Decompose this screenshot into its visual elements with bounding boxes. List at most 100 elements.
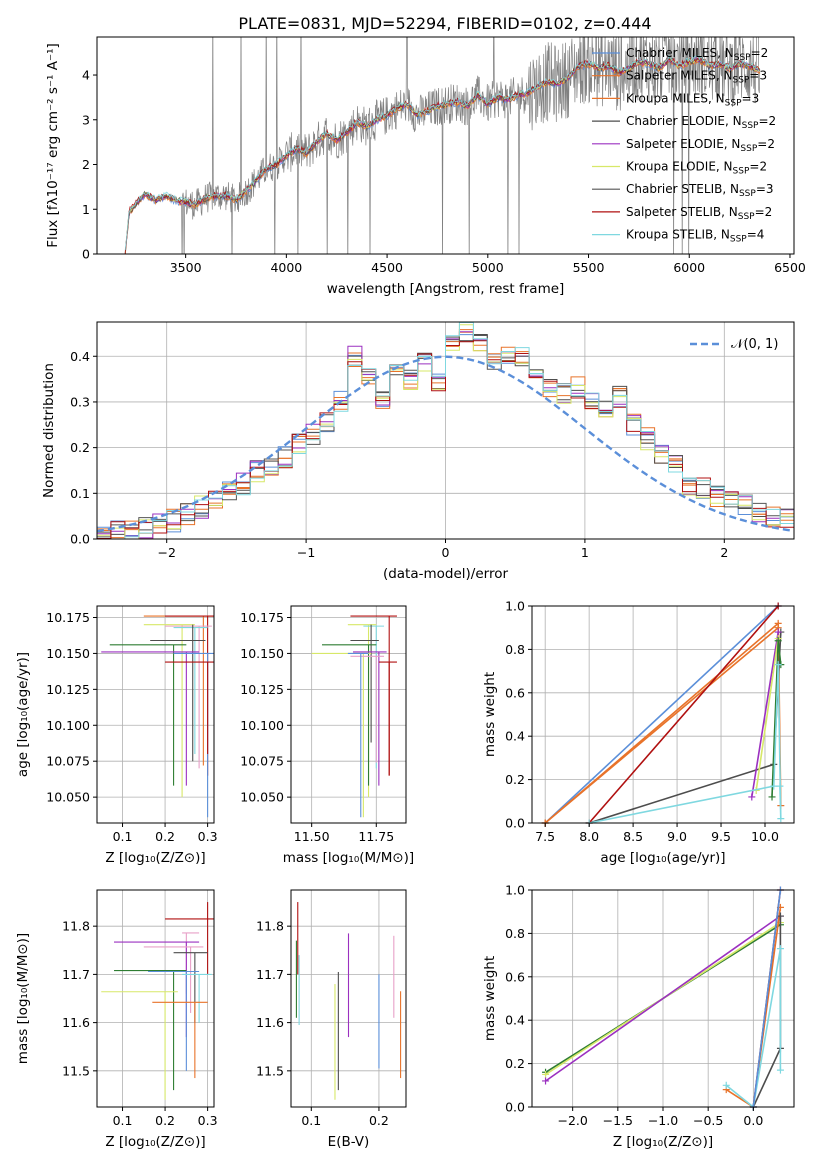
x-tick-label: −2.0	[557, 1113, 587, 1128]
x-tick-label: 9.0	[667, 829, 687, 844]
x-tick-label: 7.5	[535, 829, 555, 844]
x-tick-label: 11.50	[294, 829, 330, 844]
weight-marker	[768, 793, 776, 801]
y-tick-label: 0.4	[505, 729, 525, 744]
x-tick-label: 3500	[170, 260, 202, 275]
x-tick-label: 0.2	[155, 829, 175, 844]
x-tick-label: −0.5	[693, 1113, 723, 1128]
x-tick-label: −1.5	[603, 1113, 633, 1128]
age_vs_Z-frame	[96, 605, 215, 824]
y-tick-label: 11.6	[256, 1015, 284, 1030]
y-tick-label: 10.100	[46, 718, 90, 733]
model-curve	[124, 54, 760, 251]
x-tick-label: 11.75	[358, 829, 394, 844]
x-tick-label: 10.0	[751, 829, 779, 844]
mass_vs_Z-panel: 0.1 0.2 0.3 11.5 11.6 11.7 11.8 Z [log₁₀(Z/Z⊙)]…	[15, 889, 218, 1150]
weight_vs_age-frame	[531, 605, 795, 824]
mass_vs_Z-frame	[96, 889, 215, 1108]
weight-marker	[777, 815, 785, 823]
y-tick-label: 11.5	[62, 1063, 90, 1078]
x-tick-label: 9.5	[711, 829, 731, 844]
x-tick-label: 0.1	[113, 1113, 133, 1128]
x-tick-label: 4000	[270, 260, 302, 275]
x-tick-label: 4500	[371, 260, 403, 275]
weight-marker	[770, 782, 778, 790]
y-tick-label: 4	[82, 68, 90, 83]
weight-line	[544, 605, 779, 824]
y-tick-label: 0	[82, 247, 90, 262]
mass_vs_Z-ylabel: mass [log₁₀(M/M⊙)]	[15, 933, 31, 1064]
legend-entry: Kroupa ELODIE, NSSP=2	[626, 160, 767, 177]
y-tick-label: 10.075	[46, 754, 90, 769]
y-tick-label: 0.3	[70, 394, 90, 409]
weight-marker	[774, 628, 782, 636]
y-tick-label: 0.6	[505, 969, 525, 984]
weight-marker	[722, 1081, 730, 1089]
legend-entry: Kroupa STELIB, NSSP=4	[626, 228, 764, 245]
x-tick-label: 0.1	[301, 1113, 321, 1128]
x-tick-label: 0	[442, 545, 450, 560]
x-tick-label: 8.0	[579, 829, 599, 844]
y-tick-label: 0.2	[505, 772, 525, 787]
y-tick-label: 10.050	[240, 790, 284, 805]
weight-line	[545, 915, 781, 1082]
y-tick-label: 0.8	[505, 642, 525, 657]
y-tick-label: 1.0	[505, 883, 525, 898]
age_vs_Z-grid	[97, 606, 214, 823]
y-tick-label: 1	[82, 202, 90, 217]
x-tick-label: 6000	[673, 260, 705, 275]
weight_vs_age-ylabel: mass weight	[482, 672, 498, 757]
x-tick-label: 0.3	[198, 829, 218, 844]
y-tick-label: 0.2	[70, 440, 90, 455]
legend-entry: Chabrier MILES, NSSP=2	[626, 46, 768, 63]
y-tick-label: 0.2	[505, 1056, 525, 1071]
weight_vs_Z-ylabel: mass weight	[482, 956, 498, 1041]
weight-marker	[776, 782, 784, 790]
weight-marker	[748, 793, 756, 801]
age_vs_mass-xlabel: mass [log₁₀(M/M⊙)]	[283, 850, 414, 866]
x-tick-label: 2	[720, 545, 728, 560]
mass_vs_ebv-xlabel: E(B-V)	[328, 1134, 370, 1150]
x-tick-label: 1	[581, 545, 589, 560]
y-tick-label: 10.175	[240, 610, 284, 625]
y-tick-label: 11.6	[62, 1015, 90, 1030]
x-tick-label: 0.0	[743, 1113, 763, 1128]
y-tick-label: 11.5	[256, 1063, 284, 1078]
y-tick-label: 10.075	[240, 754, 284, 769]
histogram-step	[97, 322, 794, 540]
y-tick-label: 0.0	[70, 532, 90, 547]
x-tick-label: 0.2	[369, 1113, 389, 1128]
y-tick-label: 10.125	[46, 682, 90, 697]
weight-marker	[776, 945, 784, 953]
age_vs_Z-panel: 0.1 0.2 0.3 10.050 10.075 10.100 10.125 10.150 1…	[15, 605, 218, 866]
y-tick-label: 11.8	[256, 919, 284, 934]
weight-marker	[774, 661, 782, 669]
spectrum-legend: Chabrier MILES, NSSP=2 Salpeter MILES, NS…	[592, 46, 776, 245]
y-tick-label: 1.0	[505, 599, 525, 614]
residuals-ylabel: Normed distribution	[41, 363, 57, 498]
residuals-panel: −2 −1 0 1 2 0.0 0.1 0.2 0.3 0.4 (data-model)/error…	[41, 321, 795, 582]
weight-marker	[776, 912, 784, 920]
legend-entry: Salpeter MILES, NSSP=3	[626, 69, 767, 86]
weight-marker	[774, 637, 782, 645]
x-tick-label: 5500	[573, 260, 605, 275]
figure-title: PLATE=0831, MJD=52294, FIBERID=0102, z=0…	[238, 14, 651, 33]
legend-entry: Salpeter STELIB, NSSP=2	[626, 205, 772, 222]
y-tick-label: 11.7	[62, 967, 90, 982]
x-tick-label: −1.0	[648, 1113, 678, 1128]
weight-line	[588, 605, 779, 824]
mass_vs_ebv-panel: 0.1 0.2 11.5 11.6 11.7 11.8 E(B-V)	[256, 889, 407, 1150]
mass_vs_ebv-frame	[290, 889, 407, 1108]
weight-line	[752, 889, 782, 1108]
x-tick-label: 8.5	[623, 829, 643, 844]
age_vs_mass-panel: 11.50 11.75 10.050 10.075 10.100 10.125 10.150…	[240, 605, 414, 866]
y-tick-label: 0.6	[505, 685, 525, 700]
weight_vs_age-panel: 7.5 8.0 8.5 9.0 9.5 10.0 0.0 0.2 0.4 0.6 0.8 1.0 age…	[482, 599, 795, 866]
mass_vs_Z-xlabel: Z [log₁₀(Z/Z⊙)]	[105, 1134, 205, 1150]
x-tick-label: −1	[297, 545, 315, 560]
weight_vs_age-xlabel: age [log₁₀(age/yr)]	[600, 850, 725, 866]
mass_vs_Z-grid	[97, 890, 214, 1107]
y-tick-label: 10.150	[240, 646, 284, 661]
weight_vs_Z-xlabel: Z [log₁₀(Z/Z⊙)]	[613, 1134, 713, 1150]
